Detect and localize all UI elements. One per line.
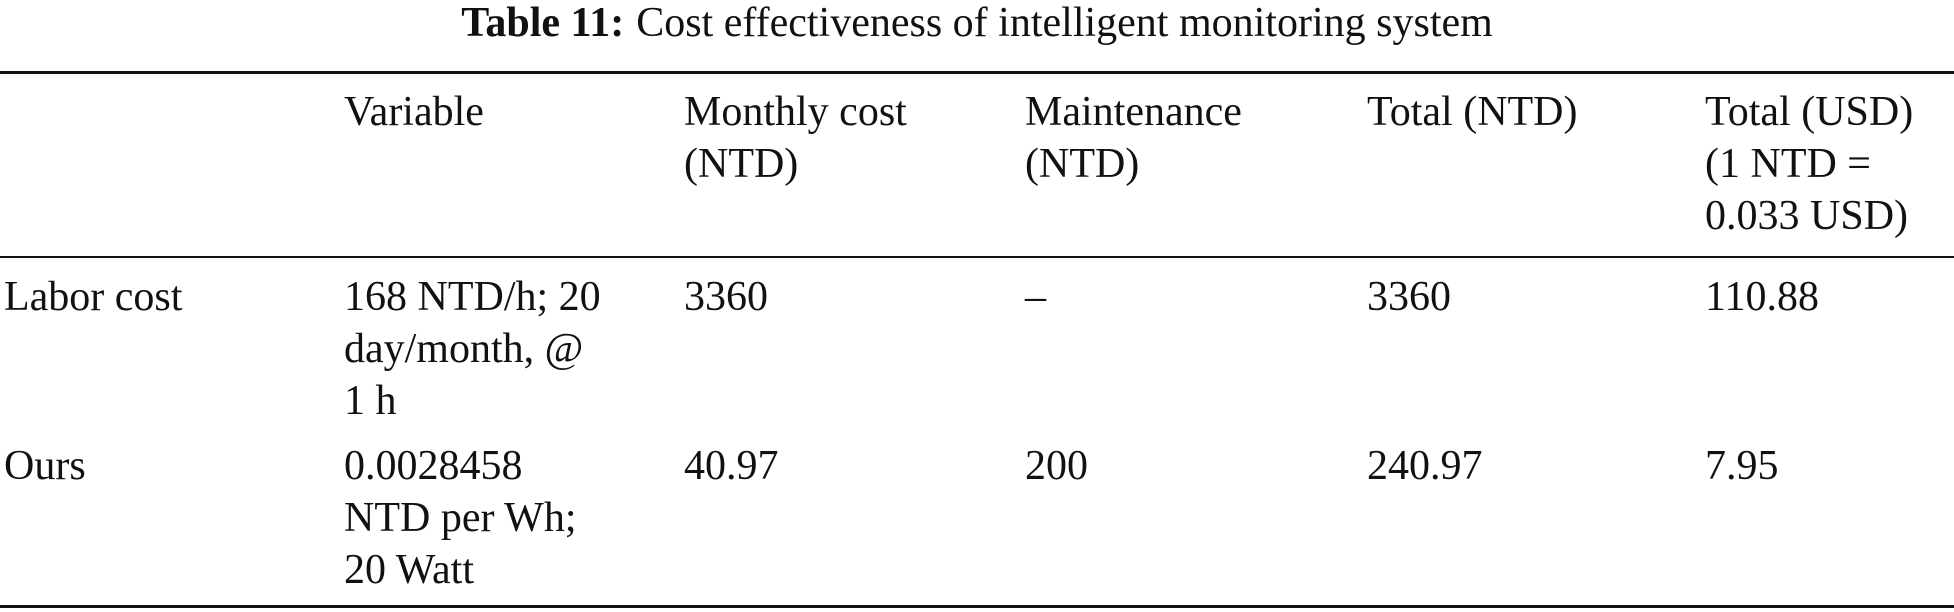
table-cell: 3360: [684, 274, 768, 320]
table-cell: 7.95: [1705, 443, 1779, 489]
column-header: Total (NTD): [1367, 89, 1578, 135]
table-cell: 200: [1025, 443, 1088, 489]
table-cell: 168 NTD/h; 20 day/month, @ 1 h: [344, 274, 601, 424]
mid-rule: [0, 256, 1954, 258]
table-cell: 240.97: [1367, 443, 1483, 489]
table-cell: 40.97: [684, 443, 779, 489]
column-header: Monthly cost (NTD): [684, 89, 907, 187]
title-text: Cost effectiveness of intelligent monito…: [636, 0, 1493, 46]
row-label: Labor cost: [4, 274, 183, 320]
column-header: Variable: [344, 89, 484, 135]
row-label: Ours: [4, 443, 86, 489]
column-header: Total (USD) (1 NTD = 0.033 USD): [1705, 89, 1914, 239]
table-cell: –: [1025, 274, 1046, 320]
table-title: Table 11: Cost effectiveness of intellige…: [0, 0, 1954, 46]
column-header: Maintenance (NTD): [1025, 89, 1242, 187]
top-rule: [0, 71, 1954, 74]
bottom-rule: [0, 605, 1954, 608]
table-cell: 110.88: [1705, 274, 1819, 320]
table-cell: 3360: [1367, 274, 1451, 320]
table-cell: 0.0028458 NTD per Wh; 20 Watt: [344, 443, 577, 593]
title-label: Table 11:: [461, 0, 625, 46]
